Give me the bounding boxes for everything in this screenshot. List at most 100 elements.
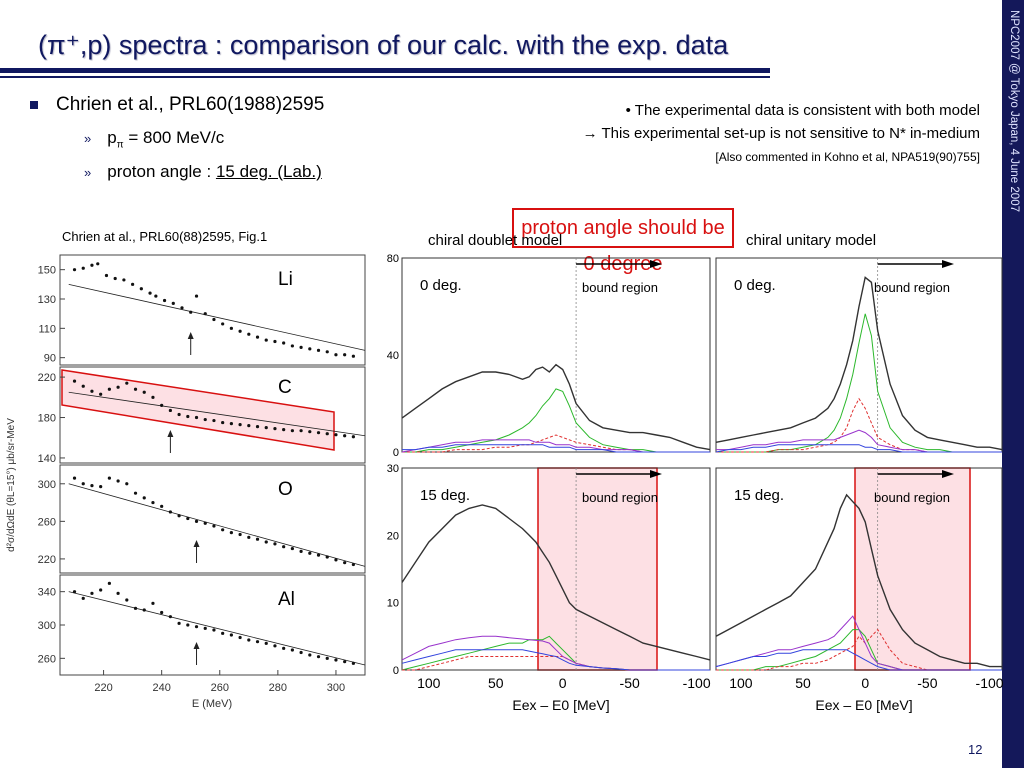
y-tick-label: 40 xyxy=(387,350,399,362)
y-tick-label: 340 xyxy=(38,587,56,599)
data-point xyxy=(212,317,216,322)
note-kohno: [Also commented in Kohno et al, NPA519(9… xyxy=(715,150,980,164)
y-tick-label: 180 xyxy=(38,413,56,425)
bullet-text: Chrien et al., PRL60(1988)2595 xyxy=(56,94,325,115)
data-point xyxy=(229,421,233,426)
y-tick-label: 150 xyxy=(38,265,56,277)
x-tick-label: -50 xyxy=(620,675,640,691)
data-point xyxy=(255,537,260,541)
y-tick-label: 130 xyxy=(38,294,56,306)
data-point xyxy=(142,608,146,612)
data-point xyxy=(99,588,103,592)
data-point xyxy=(221,631,225,635)
data-point xyxy=(316,553,321,557)
data-point xyxy=(264,641,268,645)
data-point xyxy=(351,562,355,567)
data-point xyxy=(264,426,268,430)
data-point xyxy=(212,628,216,632)
bound-region-highlight xyxy=(537,467,658,671)
slide-title: (π⁺,p) spectra : comparison of our calc.… xyxy=(38,30,729,60)
data-point xyxy=(343,561,347,565)
fit-line xyxy=(68,483,366,567)
exp-data-figure: 150 130 110 90 Li 220 180 140 C 300 260 220 O 340 300 2… xyxy=(6,254,366,710)
data-point xyxy=(107,387,111,391)
angle-label: 15 deg. xyxy=(734,487,784,504)
data-point xyxy=(122,278,126,282)
y-tick-label: 260 xyxy=(38,653,56,665)
y-tick-label: 20 xyxy=(387,530,399,542)
data-point xyxy=(255,335,260,339)
data-point xyxy=(125,482,129,486)
data-point xyxy=(247,535,251,539)
page-number: 12 xyxy=(968,742,983,757)
data-point xyxy=(255,640,260,644)
data-point xyxy=(90,591,94,595)
data-point xyxy=(334,558,338,562)
data-point xyxy=(203,312,207,316)
sidebar-band: NPC2007 @ Tokyo Japan, 4 June 2007 xyxy=(1002,0,1024,768)
data-point xyxy=(299,429,303,433)
arrow-head-icon xyxy=(650,470,662,478)
data-point xyxy=(203,626,207,630)
data-point xyxy=(139,287,143,291)
angle-label: 15 deg. xyxy=(420,487,470,504)
data-point xyxy=(229,326,233,330)
x-tick-label: 260 xyxy=(211,682,229,694)
x-tick-label: -100 xyxy=(976,675,1004,691)
data-point xyxy=(351,354,355,358)
bullet-square-icon xyxy=(30,100,38,109)
x-tick-label: 240 xyxy=(152,682,170,694)
bound-region-highlight xyxy=(854,467,971,671)
data-point xyxy=(334,433,338,437)
data-point xyxy=(238,635,242,640)
data-point xyxy=(177,412,181,417)
data-point xyxy=(351,435,355,439)
data-point xyxy=(107,581,111,585)
data-point xyxy=(273,542,277,546)
y-tick-label: 300 xyxy=(38,479,56,491)
bound-region-label: bound region xyxy=(582,280,658,295)
y-tick-label: 110 xyxy=(38,323,56,335)
data-point xyxy=(116,591,120,595)
data-point xyxy=(99,485,103,489)
x-tick-label: 300 xyxy=(327,682,345,694)
data-point xyxy=(238,532,242,537)
model-curve xyxy=(715,276,1003,451)
arrow-head-icon xyxy=(167,430,174,437)
data-point xyxy=(81,266,85,270)
data-point xyxy=(273,339,277,344)
data-point xyxy=(334,658,338,662)
data-point xyxy=(343,353,347,357)
model-curve xyxy=(401,504,711,661)
y-tick-label: 90 xyxy=(44,353,56,365)
data-point xyxy=(81,482,85,486)
y-tick-label: 80 xyxy=(387,253,399,265)
exp-panel-frame xyxy=(59,464,366,574)
data-point xyxy=(282,545,286,549)
data-point xyxy=(151,601,155,605)
data-point xyxy=(343,434,347,438)
model-panel-frame xyxy=(715,257,1003,453)
data-point xyxy=(116,385,120,389)
bound-region-label: bound region xyxy=(582,490,658,505)
y-tick-label: 220 xyxy=(38,372,56,384)
x-axis-label: Eex – E0 [MeV] xyxy=(512,697,609,713)
arrow-head-icon xyxy=(193,540,200,547)
data-point xyxy=(177,621,181,625)
data-point xyxy=(113,276,117,281)
y-axis-label: d²σ/dΩdE (θL=15°) μb/sr-MeV xyxy=(6,418,17,552)
data-point xyxy=(308,653,312,657)
data-point xyxy=(90,389,94,393)
model-curve xyxy=(402,444,710,453)
exp-figure-caption: Chrien at al., PRL60(88)2595, Fig.1 xyxy=(62,229,268,244)
data-point xyxy=(186,516,190,521)
bound-region-label: bound region xyxy=(874,280,950,295)
exp-panel-frame xyxy=(59,574,366,676)
data-point xyxy=(308,347,312,351)
model-panel-frame xyxy=(401,257,711,453)
data-point xyxy=(212,524,216,528)
data-point xyxy=(133,491,138,495)
data-point xyxy=(290,546,294,551)
data-point xyxy=(177,514,181,518)
exp-panel-frame xyxy=(59,254,366,366)
